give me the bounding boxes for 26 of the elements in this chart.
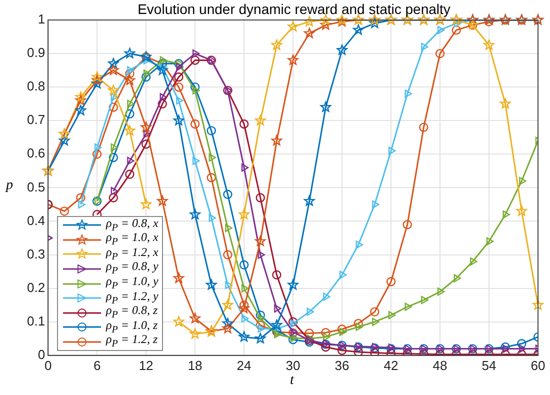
x-tick-label: 36: [334, 358, 350, 373]
y-tick-label: 0.1: [26, 313, 46, 328]
x-tick-label: 54: [482, 358, 496, 373]
x-tick-label: 18: [188, 358, 202, 373]
y-tick-label: 0.4: [26, 212, 46, 228]
y-tick-label: 0.3: [26, 246, 46, 262]
legend-label: ρ$_{P}$ = 0.8, x: [106, 216, 158, 233]
chart-title: Evolution under dynamic reward and static penalty: [136, 1, 452, 17]
legend-label: ρ$_{P}$ = 1.2, y: [106, 288, 158, 306]
y-tick-label: 0: [38, 346, 46, 362]
x-tick-label: 42: [384, 358, 398, 373]
y-axis-title: p: [6, 178, 13, 194]
y-tick-label: 0.5: [26, 179, 46, 194]
y-tick-label: 0.6: [26, 146, 46, 161]
y-tick-label: 0.8: [26, 78, 46, 94]
x-tick-label: 6: [93, 358, 101, 373]
x-tick-label: 30: [286, 358, 300, 373]
x-tick-label: 60: [530, 358, 546, 373]
y-tick-label: 1: [38, 12, 46, 27]
x-tick-label: 12: [138, 358, 154, 373]
y-tick-label: 0.2: [26, 280, 46, 295]
y-tick-label: 0.7: [26, 112, 46, 128]
x-tick-label: 48: [432, 358, 448, 373]
x-tick-label: 24: [236, 358, 252, 373]
x-axis-title: t: [290, 373, 294, 389]
y-tick-label: 0.9: [26, 45, 46, 60]
